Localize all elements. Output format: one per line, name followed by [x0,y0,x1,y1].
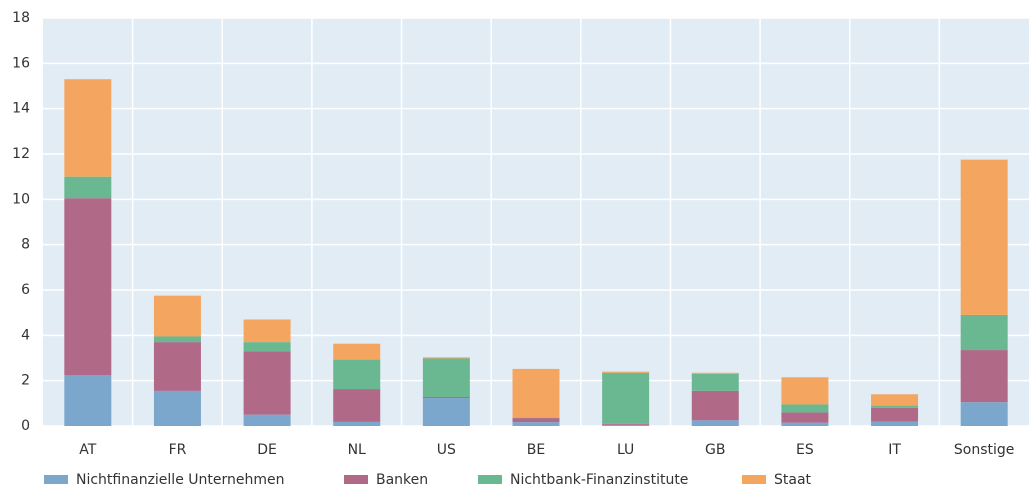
x-tick-label: DE [257,442,277,458]
x-tick-label: US [437,442,456,458]
bar-segment [961,315,1008,350]
bar-segment [154,391,201,426]
x-tick-label: ES [796,442,814,458]
y-tick-label: 4 [21,327,30,343]
bar-segment [871,421,918,426]
bar-segment [602,424,649,425]
bar-segment [333,389,380,422]
bar-segment [961,350,1008,402]
bar-segment [244,415,291,426]
bar-segment [513,369,560,418]
x-tick-label: LU [617,442,634,458]
bar-segment [244,319,291,342]
y-tick-label: 6 [21,282,30,298]
bar-segment [333,360,380,389]
legend-label: Nichtfinanzielle Unternehmen [76,472,284,488]
bar-segment [781,412,828,422]
y-tick-label: 8 [21,237,30,253]
bar-segment [602,373,649,424]
y-tick-label: 18 [12,10,30,26]
bar-segment [692,420,739,426]
bar-segment [781,404,828,412]
bar-segment [871,408,918,422]
legend-swatch [44,475,68,484]
x-tick-label: AT [79,442,96,458]
bar-segment [602,425,649,426]
bar-segment [692,373,739,374]
legend-label: Nichtbank-Finanzinstitute [510,472,688,488]
x-tick-label: IT [888,442,901,458]
bar-segment [423,398,470,426]
x-tick-label: Sonstige [954,442,1015,458]
y-tick-label: 14 [12,101,30,117]
y-tick-label: 0 [21,418,30,434]
bar-segment [64,177,111,199]
bar-segment [333,344,380,360]
x-tick-label: NL [348,442,366,458]
y-tick-label: 2 [21,373,30,389]
bar-segment [64,375,111,426]
bar-segment [781,423,828,426]
bar-segment [692,374,739,391]
bar-segment [64,198,111,375]
bar-segment [154,296,201,337]
bar-segment [602,372,649,373]
bar-segment [423,397,470,398]
bar-segment [692,391,739,420]
y-tick-label: 10 [12,191,30,207]
legend-swatch [344,475,368,484]
y-tick-label: 12 [12,146,30,162]
x-tick-label: GB [705,442,725,458]
bar-segment [333,422,380,426]
x-tick-label: BE [527,442,545,458]
legend-label: Staat [774,472,812,488]
bar-segment [423,357,470,358]
bar-segment [154,342,201,391]
bar-segment [244,351,291,414]
bar-segment [871,406,918,408]
legend-swatch [742,475,766,484]
y-tick-label: 16 [12,55,30,71]
bar-segment [961,402,1008,426]
bar-segment [961,160,1008,315]
bar-segment [64,79,111,176]
bar-segment [781,377,828,404]
bar-segment [513,422,560,426]
x-tick-label: FR [169,442,187,458]
legend-label: Banken [376,472,428,488]
bar-segment [154,336,201,342]
legend-swatch [478,475,502,484]
bar-segment [871,394,918,405]
bar-segment [244,342,291,351]
bar-segment [513,418,560,422]
bar-segment [423,358,470,397]
